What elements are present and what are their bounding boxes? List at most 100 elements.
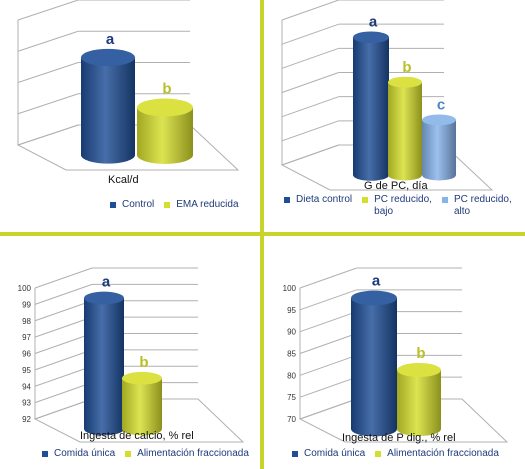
gridline [34, 300, 93, 322]
bar-top [397, 363, 441, 378]
legend-swatch [441, 197, 448, 203]
legend-swatch [164, 202, 171, 208]
bar-2 [122, 371, 162, 436]
y-tick-label: 80 [287, 371, 296, 380]
bar-body [81, 57, 135, 164]
x-axis-label: Ingesta de P dig., % rel [342, 432, 456, 444]
legend-label: Control [122, 199, 155, 210]
legend-item: PC reducido, alto [441, 194, 512, 218]
y-tick-label: 93 [22, 399, 31, 408]
bar-1 [81, 48, 135, 164]
bar-top [81, 48, 135, 67]
gridline [299, 354, 357, 376]
y-tick-label: 70 [287, 415, 296, 424]
bar-1 [353, 31, 389, 181]
legend-item: PC reducido, bajo [362, 194, 432, 218]
bar-1 [84, 291, 124, 436]
legend-label: PC reducido, alto [453, 194, 512, 217]
legend-swatch [42, 451, 48, 457]
significance-letter: a [102, 274, 111, 291]
y-tick-label: 92 [22, 415, 31, 424]
significance-letter: b [416, 345, 425, 362]
x-axis-label: Ingesta de calcio, % rel [80, 430, 194, 442]
floor-plane [16, 124, 240, 171]
chart-svg-pc: a b c [280, 0, 494, 191]
y-tick-label: 94 [22, 382, 31, 391]
legend-item: Control [110, 199, 154, 211]
gridline [281, 47, 339, 69]
y-tick-label: 100 [283, 284, 297, 293]
y-tick-label: 95 [287, 306, 296, 315]
gridline [34, 267, 93, 289]
y-tick-label: 98 [22, 317, 31, 326]
gridline [299, 311, 357, 333]
gridline [34, 349, 93, 371]
bar-body [137, 107, 193, 164]
bar-top [422, 114, 456, 126]
gridline [17, 30, 79, 52]
y-tick-label: 95 [22, 366, 31, 375]
bar-3 [422, 114, 456, 181]
significance-letter: b [139, 354, 148, 371]
legend-swatch [125, 451, 132, 457]
legend-swatch [284, 197, 290, 203]
legend: Comida única Alimentación fraccionada [42, 448, 259, 460]
legend-label: Dieta control [296, 194, 353, 205]
gridline [299, 376, 357, 398]
significance-letter: b [162, 81, 171, 98]
y-tick-label: 99 [22, 300, 31, 309]
y-tick-label: 96 [22, 350, 31, 359]
significance-letter: c [437, 96, 445, 113]
gridline [34, 382, 93, 404]
chart-svg-kcal: ab [16, 0, 240, 171]
gridline [281, 72, 339, 93]
legend: Dieta control PC reducido, bajo PC reducid… [284, 194, 522, 218]
chart-svg-fosforo: 70 75 80 85 90 95 100 a b [283, 267, 509, 443]
legend-swatch [292, 451, 298, 457]
legend-item: EMA reducida [164, 199, 239, 211]
gridline [281, 96, 339, 118]
gridline [34, 316, 93, 338]
bar-top [122, 371, 162, 385]
gridline [281, 0, 339, 21]
bar-body [388, 82, 422, 181]
significance-letter: a [369, 13, 378, 30]
bar-top [137, 98, 193, 117]
legend-item: Alimentación fraccionada [375, 448, 499, 460]
legend-swatch [375, 451, 382, 457]
gridline [34, 333, 93, 354]
legend-label: EMA reducida [176, 199, 239, 210]
gridline [34, 283, 93, 305]
legend-item: Alimentación fraccionada [125, 448, 249, 460]
gridline [281, 23, 339, 45]
y-tick-label: 90 [287, 328, 296, 337]
horizontal-divider [0, 232, 525, 236]
bar-1 [351, 290, 397, 437]
legend-item: Comida única [292, 448, 365, 460]
gridline [17, 62, 79, 83]
bar-body [122, 378, 162, 436]
y-tick-label: 97 [22, 333, 31, 342]
bar-top [351, 290, 397, 306]
legend-item: Comida única [42, 448, 115, 460]
bar-body [422, 119, 456, 181]
bar-body [353, 37, 389, 181]
gridline [299, 289, 357, 311]
chart-panel-calcio: 92 93 94 95 96 97 98 99 100 a b Ingesta de calcio,… [0, 236, 260, 469]
legend-label: Alimentación fraccionada [387, 448, 499, 459]
bar-2 [388, 76, 422, 181]
gridline [299, 333, 357, 354]
bar-body [397, 370, 441, 437]
y-tick-label: 85 [287, 350, 296, 359]
x-axis-label: Kcal/d [108, 174, 139, 186]
legend-label: Alimentación fraccionada [137, 448, 249, 459]
legend: Comida única Alimentación fraccionada [292, 448, 509, 460]
chart-panel-fosforo: 70 75 80 85 90 95 100 a b Ingesta de P dig., % r… [264, 236, 525, 469]
gridline [299, 267, 357, 289]
y-tick-label: 100 [18, 284, 32, 293]
legend-item: Dieta control [284, 194, 352, 206]
significance-letter: a [372, 273, 381, 290]
legend-label: Comida única [54, 448, 116, 459]
floor-plane [298, 398, 509, 443]
